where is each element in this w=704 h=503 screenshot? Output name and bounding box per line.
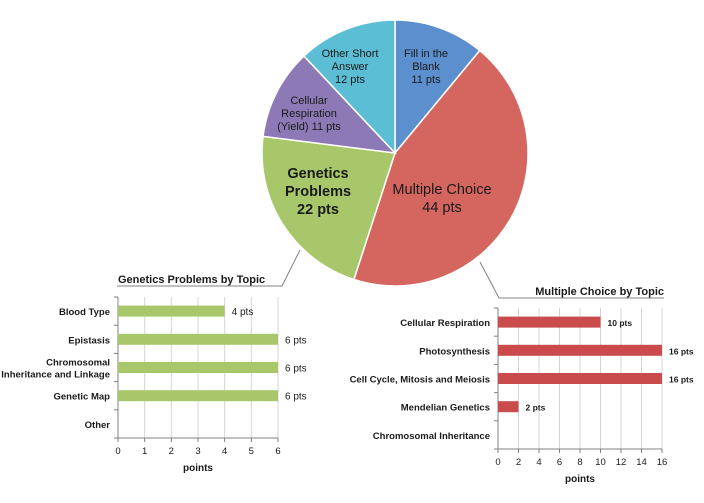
x-tick-label: 0: [495, 457, 500, 468]
x-tick-label: 4: [222, 446, 227, 457]
data-label: 6 pts: [285, 392, 307, 403]
x-tick-label: 3: [195, 446, 200, 457]
pie-slice: [352, 49, 529, 287]
category-label: Photosynthesis: [419, 346, 490, 357]
data-label: 6 pts: [285, 364, 307, 375]
pie-slice-label: Respiration: [281, 108, 337, 120]
connector-line-genetics: [117, 249, 301, 287]
data-label: 16 pts: [669, 346, 694, 356]
x-tick-label: 2: [516, 457, 521, 468]
category-label: Inheritance and Linkage: [1, 370, 110, 381]
category-label: Other: [85, 420, 111, 431]
x-tick-label: 0: [115, 446, 120, 457]
bar: [498, 316, 601, 328]
pie-slice-label: Fill in the: [404, 48, 448, 60]
x-axis-label: points: [565, 474, 595, 485]
pie-slice: [394, 19, 481, 156]
pie-slice-label: Cellular: [290, 95, 328, 107]
pie-slice-label: Answer: [332, 61, 369, 73]
data-label: 10 pts: [608, 318, 633, 328]
pie-slice-label: Other Short: [322, 48, 379, 60]
x-tick-label: 16: [657, 457, 668, 468]
connector-line-multiple-choice: [479, 261, 664, 299]
category-label: Mendelian Genetics: [401, 403, 490, 414]
data-label: 4 pts: [232, 307, 254, 318]
pie-slice: [261, 135, 396, 281]
category-label: Cell Cycle, Mitosis and Meiosis: [350, 375, 490, 386]
pie-slice-label: Genetics: [287, 166, 348, 182]
pie-slice-label: 22 pts: [297, 202, 339, 218]
bar: [498, 344, 662, 356]
x-tick-label: 2: [169, 446, 174, 457]
pie-slice: [262, 54, 397, 155]
bar: [118, 390, 278, 402]
x-axis-label: points: [183, 463, 213, 474]
bar: [498, 401, 519, 413]
chart-title: Multiple Choice by Topic: [535, 286, 664, 298]
pie-slice: [302, 19, 396, 155]
category-label: Blood Type: [59, 307, 110, 318]
category-label: Cellular Respiration: [400, 318, 490, 329]
pie-chart: [261, 19, 529, 287]
category-label: Chromosomal: [46, 358, 110, 369]
pie-slice-label: 44 pts: [422, 200, 462, 216]
category-label: Epistasis: [68, 335, 110, 346]
x-tick-label: 6: [275, 446, 280, 457]
pie-slice-label: Multiple Choice: [392, 182, 491, 198]
chart-title: Genetics Problems by Topic: [118, 274, 265, 286]
bar-chart-1: Genetics Problems by Topic 0 1 2 3 4 5 6 points B…: [1, 274, 306, 474]
bar: [118, 362, 278, 373]
pie-slice-label: 12 pts: [335, 74, 365, 86]
bar: [498, 373, 662, 384]
category-label: Chromosomal Inheritance: [373, 431, 490, 442]
x-tick-label: 1: [142, 446, 147, 457]
x-tick-label: 12: [616, 457, 627, 468]
category-label: Genetic Map: [54, 392, 111, 403]
bar-chart-2: Multiple Choice by Topic 0 2 4 6 8 10 12 14 16 poi…: [350, 286, 694, 485]
pie-slice-label: Blank: [412, 61, 440, 73]
bar: [118, 333, 278, 345]
x-tick-label: 8: [577, 457, 582, 468]
x-tick-label: 6: [557, 457, 562, 468]
pie-slice-label: 11 pts: [411, 74, 441, 86]
data-label: 6 pts: [285, 335, 307, 346]
pie-slice-label: Problems: [285, 184, 351, 200]
x-tick-label: 14: [636, 457, 647, 468]
pie-slice-label: (Yield) 11 pts: [277, 121, 341, 133]
bar: [118, 305, 225, 317]
x-tick-label: 5: [249, 446, 254, 457]
data-label: 2 pts: [526, 403, 546, 413]
x-tick-label: 10: [595, 457, 606, 468]
data-label: 16 pts: [669, 375, 694, 385]
x-tick-label: 4: [536, 457, 541, 468]
